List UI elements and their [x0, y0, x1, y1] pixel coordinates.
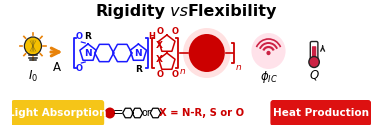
Text: N: N	[84, 48, 92, 58]
Text: O: O	[76, 64, 83, 73]
Text: R: R	[135, 65, 142, 74]
Circle shape	[251, 33, 286, 69]
Circle shape	[105, 108, 115, 118]
Text: X: X	[156, 56, 163, 64]
Text: Heat Production: Heat Production	[273, 108, 369, 118]
Text: Flexibility: Flexibility	[188, 4, 277, 19]
Text: R: R	[85, 32, 91, 41]
Text: Q: Q	[310, 69, 319, 82]
Text: $\phi_{IC}$: $\phi_{IC}$	[260, 69, 277, 85]
Text: O: O	[157, 27, 164, 36]
Circle shape	[183, 28, 231, 78]
Text: =: =	[112, 106, 123, 120]
Text: N: N	[135, 48, 142, 58]
Text: O: O	[172, 27, 179, 36]
Text: Light Absorption: Light Absorption	[8, 108, 107, 118]
Circle shape	[189, 34, 225, 72]
FancyBboxPatch shape	[312, 46, 316, 64]
FancyBboxPatch shape	[310, 42, 318, 64]
Circle shape	[266, 51, 271, 55]
Text: n: n	[235, 63, 241, 72]
Circle shape	[309, 56, 319, 68]
Text: O: O	[157, 70, 164, 79]
Text: Rigidity: Rigidity	[95, 4, 165, 19]
Text: X: X	[156, 40, 163, 50]
Circle shape	[25, 37, 42, 55]
Text: A: A	[53, 61, 61, 74]
Text: vs: vs	[165, 4, 193, 19]
Text: $I_0$: $I_0$	[28, 69, 38, 84]
Text: H: H	[148, 32, 155, 41]
FancyBboxPatch shape	[270, 100, 371, 125]
Text: n: n	[179, 67, 185, 76]
Text: O: O	[76, 32, 83, 41]
FancyBboxPatch shape	[11, 100, 104, 125]
Text: or: or	[141, 108, 151, 118]
Text: O: O	[172, 70, 179, 79]
Text: X = N-R, S or O: X = N-R, S or O	[160, 108, 245, 118]
